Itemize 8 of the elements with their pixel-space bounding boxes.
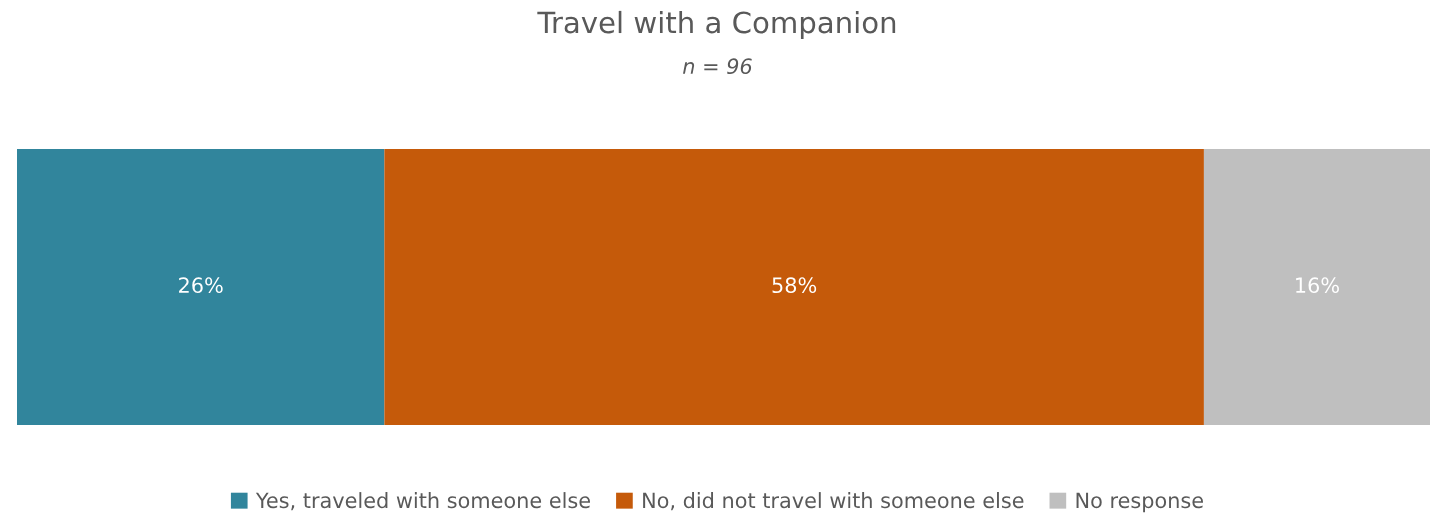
data-label: 58% bbox=[772, 277, 817, 294]
data-label: 26% bbox=[179, 277, 223, 294]
chart-title: Travel with a Companion bbox=[537, 10, 896, 40]
data-label: 16% bbox=[1296, 277, 1339, 294]
legend-label: No response bbox=[1076, 492, 1203, 513]
legend-label: No, did not travel with someone else bbox=[643, 492, 1024, 511]
legend-label: Yes, traveled with someone else bbox=[255, 492, 590, 511]
chart-subtitle: n = 96 bbox=[683, 58, 752, 75]
